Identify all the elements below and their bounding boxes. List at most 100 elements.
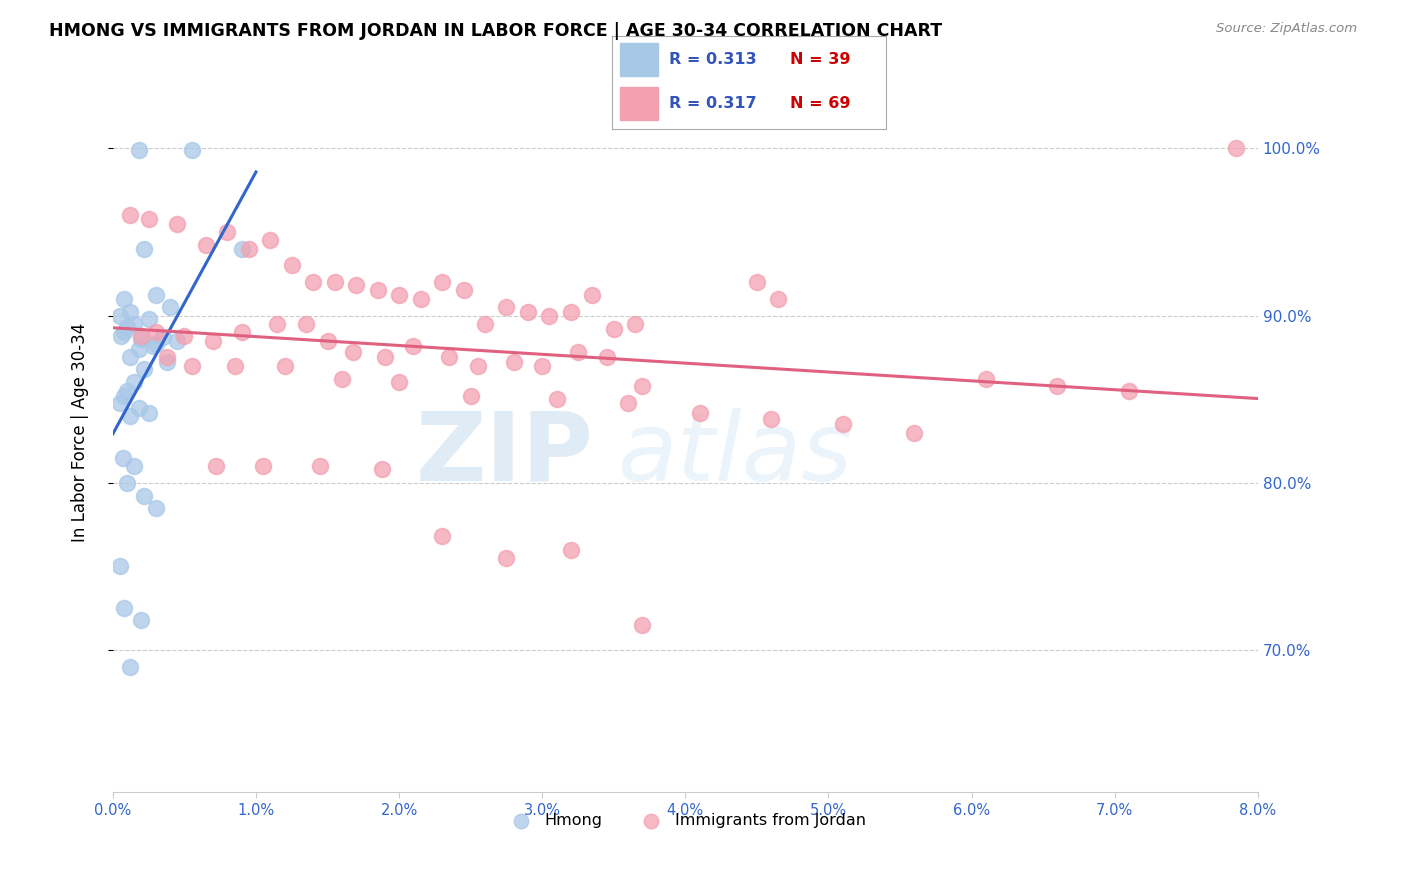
Text: ZIP: ZIP <box>416 408 593 500</box>
Text: Source: ZipAtlas.com: Source: ZipAtlas.com <box>1216 22 1357 36</box>
Point <box>111 450 134 465</box>
Point <box>409 292 432 306</box>
Point <box>437 351 460 365</box>
Point <box>112 389 135 403</box>
Point <box>173 328 195 343</box>
Point <box>118 660 141 674</box>
Point <box>295 317 318 331</box>
Point <box>224 359 246 373</box>
Point <box>145 337 167 351</box>
Point <box>145 288 167 302</box>
Point <box>342 345 364 359</box>
Bar <box>620 43 658 76</box>
Point <box>138 406 160 420</box>
Point <box>581 288 603 302</box>
Point <box>516 305 538 319</box>
Text: N = 69: N = 69 <box>790 96 851 112</box>
Point <box>259 233 281 247</box>
Point <box>180 359 202 373</box>
Point <box>388 376 411 390</box>
Point <box>495 300 517 314</box>
Point <box>152 330 174 344</box>
Point <box>546 392 568 407</box>
Point <box>281 258 304 272</box>
Point <box>831 417 853 432</box>
Point <box>1046 379 1069 393</box>
Point <box>631 618 654 632</box>
Point <box>531 359 554 373</box>
Point <box>761 412 783 426</box>
Point <box>134 362 156 376</box>
Point <box>344 278 367 293</box>
Point <box>180 143 202 157</box>
Point <box>560 305 582 319</box>
Point <box>118 208 141 222</box>
Point <box>252 459 274 474</box>
Point <box>194 238 217 252</box>
Point <box>502 355 524 369</box>
Point <box>903 425 925 440</box>
Point <box>371 462 394 476</box>
Point <box>110 328 132 343</box>
Point <box>1225 141 1247 155</box>
Point <box>134 242 156 256</box>
Point <box>495 551 517 566</box>
Point <box>388 288 411 302</box>
Point <box>108 559 131 574</box>
Point <box>631 379 654 393</box>
Point <box>124 459 146 474</box>
Point <box>166 334 188 348</box>
Point <box>156 355 179 369</box>
Point <box>603 322 626 336</box>
Text: R = 0.313: R = 0.313 <box>669 52 756 67</box>
Point <box>159 300 181 314</box>
Point <box>156 351 179 365</box>
Point <box>330 372 353 386</box>
Point <box>617 395 640 409</box>
Bar <box>620 87 658 120</box>
Point <box>108 395 131 409</box>
Text: N = 39: N = 39 <box>790 52 851 67</box>
Point <box>567 345 589 359</box>
Text: HMONG VS IMMIGRANTS FROM JORDAN IN LABOR FORCE | AGE 30-34 CORRELATION CHART: HMONG VS IMMIGRANTS FROM JORDAN IN LABOR… <box>49 22 942 40</box>
Point <box>115 320 138 334</box>
Point <box>453 284 475 298</box>
Point <box>474 317 496 331</box>
Point <box>1118 384 1140 398</box>
Point <box>231 242 253 256</box>
Point <box>323 275 346 289</box>
Legend: Hmong, Immigrants from Jordan: Hmong, Immigrants from Jordan <box>499 807 872 835</box>
Point <box>138 311 160 326</box>
Point <box>231 326 253 340</box>
Point <box>134 489 156 503</box>
Point <box>118 305 141 319</box>
Point <box>112 601 135 615</box>
Point <box>112 292 135 306</box>
Point <box>595 351 617 365</box>
Point <box>112 326 135 340</box>
Point <box>560 542 582 557</box>
Point <box>273 359 295 373</box>
Point <box>108 309 131 323</box>
Text: R = 0.317: R = 0.317 <box>669 96 756 112</box>
Point <box>302 275 325 289</box>
Point <box>128 143 150 157</box>
Point <box>974 372 997 386</box>
Point <box>205 459 228 474</box>
Point <box>538 309 561 323</box>
Point <box>128 401 150 415</box>
Point <box>467 359 489 373</box>
Point <box>166 217 188 231</box>
Point <box>202 334 225 348</box>
Point <box>402 339 425 353</box>
Y-axis label: In Labor Force | Age 30-34: In Labor Force | Age 30-34 <box>72 323 89 542</box>
Point <box>367 284 389 298</box>
Point <box>138 211 160 226</box>
Text: atlas: atlas <box>617 408 852 500</box>
Point <box>768 292 790 306</box>
Point <box>309 459 332 474</box>
Point <box>316 334 339 348</box>
Point <box>142 339 165 353</box>
Point <box>430 275 453 289</box>
Point <box>131 332 153 346</box>
